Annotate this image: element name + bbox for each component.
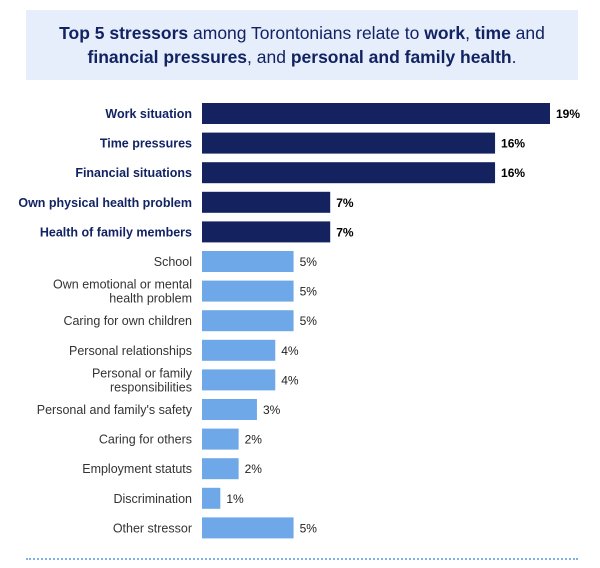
category-label-line: Personal or family (92, 366, 193, 380)
bar (202, 280, 294, 302)
value-label: 4% (281, 373, 299, 387)
category-label-line: Other stressor (113, 521, 192, 535)
category-label-line: responsibilities (110, 380, 192, 394)
bar (202, 251, 294, 272)
dotted-divider (26, 558, 578, 560)
bar (202, 428, 239, 450)
value-label: 5% (300, 314, 318, 328)
category-label: Caring for others (99, 433, 192, 447)
value-label: 7% (336, 225, 354, 239)
value-label: 16% (501, 137, 525, 151)
chart-title-text: Top 5 stressors among Torontonians relat… (40, 21, 564, 69)
category-label: Employment statuts (82, 462, 192, 476)
category-label-line: Caring for own children (63, 314, 192, 328)
chart-title-part: time (474, 23, 511, 43)
category-label-line: Own emotional or mental (53, 278, 192, 292)
category-label-line: Health of family members (40, 225, 192, 239)
value-label: 1% (226, 492, 244, 506)
bar (202, 339, 276, 361)
category-label-line: Own physical health problem (18, 196, 192, 210)
chart-title-part: work (424, 23, 466, 43)
chart-title-part: among Torontonians relate to (188, 23, 425, 43)
bar (202, 132, 496, 154)
category-label: Own physical health problem (18, 196, 192, 210)
category-label-line: Caring for others (99, 433, 192, 447)
chart-title-part: , and (247, 47, 291, 67)
category-label-line: Time pressures (100, 137, 192, 151)
category-label: Other stressor (113, 521, 192, 535)
bar (202, 487, 221, 509)
value-label: 7% (336, 196, 354, 210)
bar (202, 103, 550, 124)
chart-title-part: Top 5 stressors (59, 23, 189, 43)
category-label-line: Discrimination (114, 492, 193, 506)
chart-title-part: personal and family health (290, 47, 512, 67)
category-label-line: Financial situations (75, 166, 192, 180)
bar (202, 162, 496, 184)
category-label-line: Personal and family's safety (37, 403, 193, 417)
category-label-line: Personal relationships (69, 344, 192, 358)
value-label: 4% (281, 344, 299, 358)
category-label: Own emotional or mental health problem (53, 278, 192, 306)
category-label: Caring for own children (63, 314, 192, 328)
chart-title-part: . (511, 47, 517, 67)
category-label: Time pressures (100, 137, 192, 151)
bar (202, 517, 294, 539)
category-label-line: School (154, 255, 192, 269)
value-label: 5% (300, 521, 318, 535)
category-label: Financial situations (75, 166, 192, 180)
category-label: Personal and family's safety (37, 403, 193, 417)
bar (202, 369, 276, 391)
bar (202, 191, 331, 213)
category-label: School (154, 255, 192, 269)
chart-title-part: and (510, 23, 545, 43)
category-label-line: health problem (109, 292, 192, 306)
category-label-line: Employment statuts (82, 462, 192, 476)
category-label: Discrimination (114, 492, 193, 506)
value-label: 5% (300, 255, 318, 269)
value-label: 3% (263, 403, 281, 417)
value-label: 2% (245, 462, 263, 476)
value-label: 2% (245, 433, 263, 447)
value-label: 19% (556, 107, 580, 121)
category-label: Health of family members (40, 225, 192, 239)
category-label-line: Work situation (105, 107, 192, 121)
chart-title-part: , (465, 23, 475, 43)
value-label: 16% (501, 166, 525, 180)
bar (202, 399, 257, 420)
chart-title-part: financial pressures (87, 47, 248, 67)
bar (202, 310, 294, 332)
category-label: Personal relationships (69, 344, 192, 358)
category-label: Personal or family responsibilities (92, 366, 193, 394)
value-label: 5% (300, 285, 318, 299)
category-label: Work situation (105, 107, 192, 121)
chart-title: Top 5 stressors among Torontonians relat… (26, 10, 578, 80)
bar (202, 221, 331, 243)
bar (202, 458, 239, 480)
